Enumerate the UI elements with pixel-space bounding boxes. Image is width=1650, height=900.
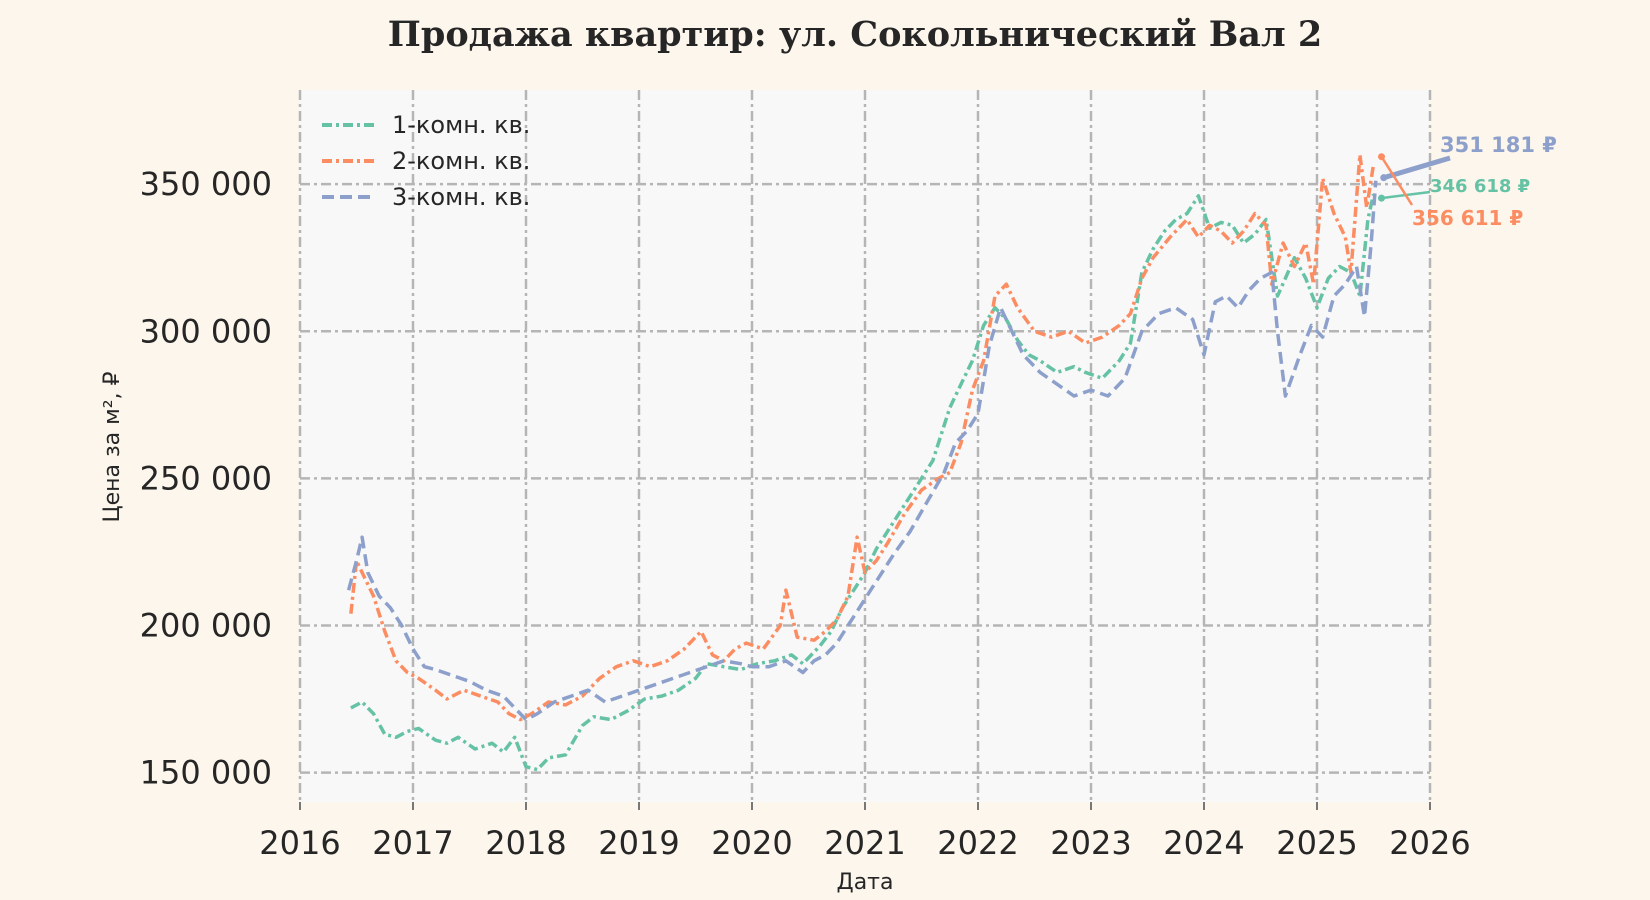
series-line-3 [346,180,1378,722]
x-tick-label: 2026 [1389,824,1470,862]
chart-title: Продажа квартир: ул. Сокольнический Вал … [387,14,1323,55]
annotation-label: 356 611 ₽ [1412,206,1523,230]
y-tick-labels: 150 000 200 000 250 000 300 000 350 000 [140,165,272,791]
x-tick-label: 2016 [259,824,340,862]
y-tick-label: 250 000 [140,459,272,497]
series-line-1 [350,193,1376,772]
legend-label: 3-комн. кв. [392,183,530,211]
annotation-arrow [1380,156,1414,206]
x-tick-label: 2021 [824,824,905,862]
annotation-label: 346 618 ₽ [1430,176,1530,197]
series-lines [346,152,1378,772]
x-tick-label: 2022 [937,824,1018,862]
x-tick-label: 2025 [1276,824,1357,862]
x-tick-label: 2023 [1050,824,1131,862]
x-tick-label: 2020 [711,824,792,862]
legend-label: 2-комн. кв. [392,147,530,175]
series-line-2 [349,152,1376,722]
x-tick-label: 2019 [598,824,679,862]
y-tick-label: 350 000 [140,165,272,203]
annotation-label: 351 181 ₽ [1440,133,1557,157]
annotation-arrowhead [1378,153,1385,161]
legend: 1-комн. кв. 2-комн. кв. 3-комн. кв. [322,111,530,211]
x-axis-title: Дата [837,870,894,895]
y-axis-title: Цена за м², ₽ [100,371,125,522]
grid-lines [298,90,1432,810]
y-tick-label: 150 000 [140,754,272,792]
annotation-arrow [1383,155,1451,181]
y-tick-label: 200 000 [140,606,272,644]
end-value-annotations: 351 181 ₽ 346 618 ₽ 356 611 ₽ [1378,133,1557,230]
x-tick-label: 2017 [372,824,453,862]
annotation-arrowhead [1380,174,1388,182]
x-tick-labels: 2016 2017 2018 2019 2020 2021 2022 2023 2024 2025… [259,824,1470,862]
annotation-arrowhead [1378,194,1385,202]
x-tick-label: 2024 [1163,824,1244,862]
x-tick-label: 2018 [485,824,566,862]
y-tick-label: 300 000 [140,312,272,350]
legend-label: 1-комн. кв. [392,111,530,139]
